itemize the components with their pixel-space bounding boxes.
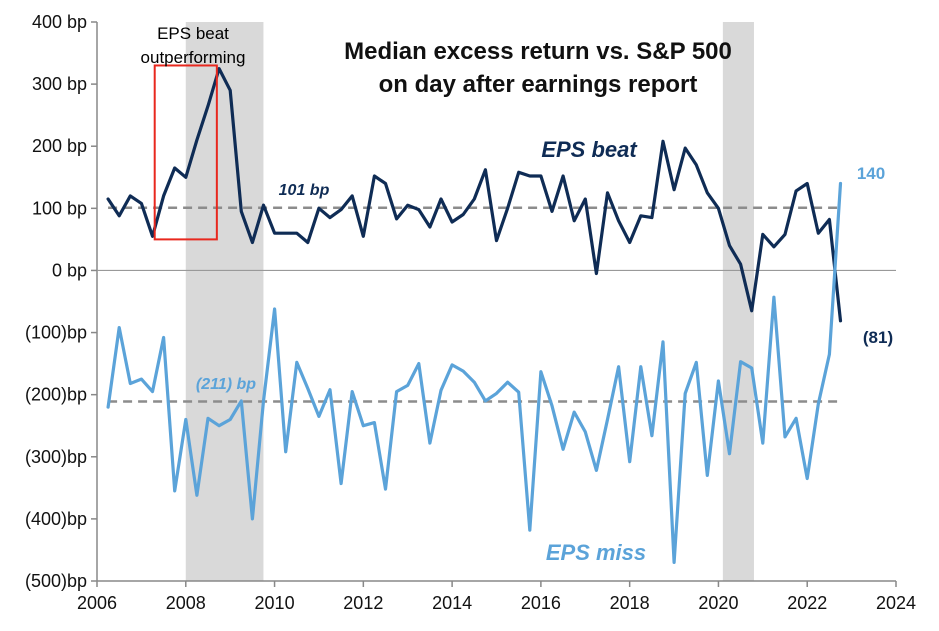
x-tick-label: 2006 (77, 593, 117, 613)
y-tick-label: (400)bp (25, 509, 87, 529)
x-tick-label: 2018 (610, 593, 650, 613)
highlight-label-line2: outperforming (141, 48, 246, 67)
highlight-label-line1: EPS beat (157, 24, 229, 43)
chart-title-line2: on day after earnings report (379, 71, 698, 98)
y-tick-label: (100)bp (25, 323, 87, 343)
x-tick-label: 2010 (255, 593, 295, 613)
series-line-eps-beat (106, 66, 843, 323)
series-label-eps-beat: EPS beat (541, 137, 638, 162)
y-tick-labels: 400 bp 300 bp 200 bp 100 bp 0 bp (100)bp (200)… (25, 12, 97, 591)
average-label-eps-miss: (211) bp (196, 376, 256, 393)
y-tick-label: 400 bp (32, 12, 87, 32)
x-tick-label: 2008 (166, 593, 206, 613)
x-tick-label: 2020 (698, 593, 738, 613)
chart-title-line1: Median excess return vs. S&P 500 (344, 38, 732, 65)
x-tick-labels: 2006 2008 2010 2012 2014 2016 2018 2020 2022 2024 (77, 581, 916, 613)
average-label-eps-beat: 101 bp (279, 182, 330, 199)
series-label-eps-miss: EPS miss (546, 540, 646, 565)
highlight-box (153, 64, 218, 241)
y-tick-label: 200 bp (32, 136, 87, 156)
x-tick-label: 2016 (521, 593, 561, 613)
axes-layer (96, 22, 896, 582)
y-tick-label: 100 bp (32, 198, 87, 218)
y-tick-label: (200)bp (25, 385, 87, 405)
x-tick-label: 2012 (343, 593, 383, 613)
series-line-eps-miss (106, 181, 843, 565)
x-tick-label: 2024 (876, 593, 916, 613)
x-tick-label: 2022 (787, 593, 827, 613)
end-label-eps-beat: (81) (863, 328, 893, 347)
end-label-eps-miss: 140 (857, 164, 885, 183)
y-tick-label: (500)bp (25, 571, 87, 591)
x-tick-label: 2014 (432, 593, 472, 613)
y-tick-label: 300 bp (32, 74, 87, 94)
y-tick-label: (300)bp (25, 447, 87, 467)
recession-shading-layer (185, 22, 754, 581)
average-lines-layer (108, 206, 841, 403)
series-layer (106, 66, 843, 565)
y-tick-label: 0 bp (52, 260, 87, 280)
